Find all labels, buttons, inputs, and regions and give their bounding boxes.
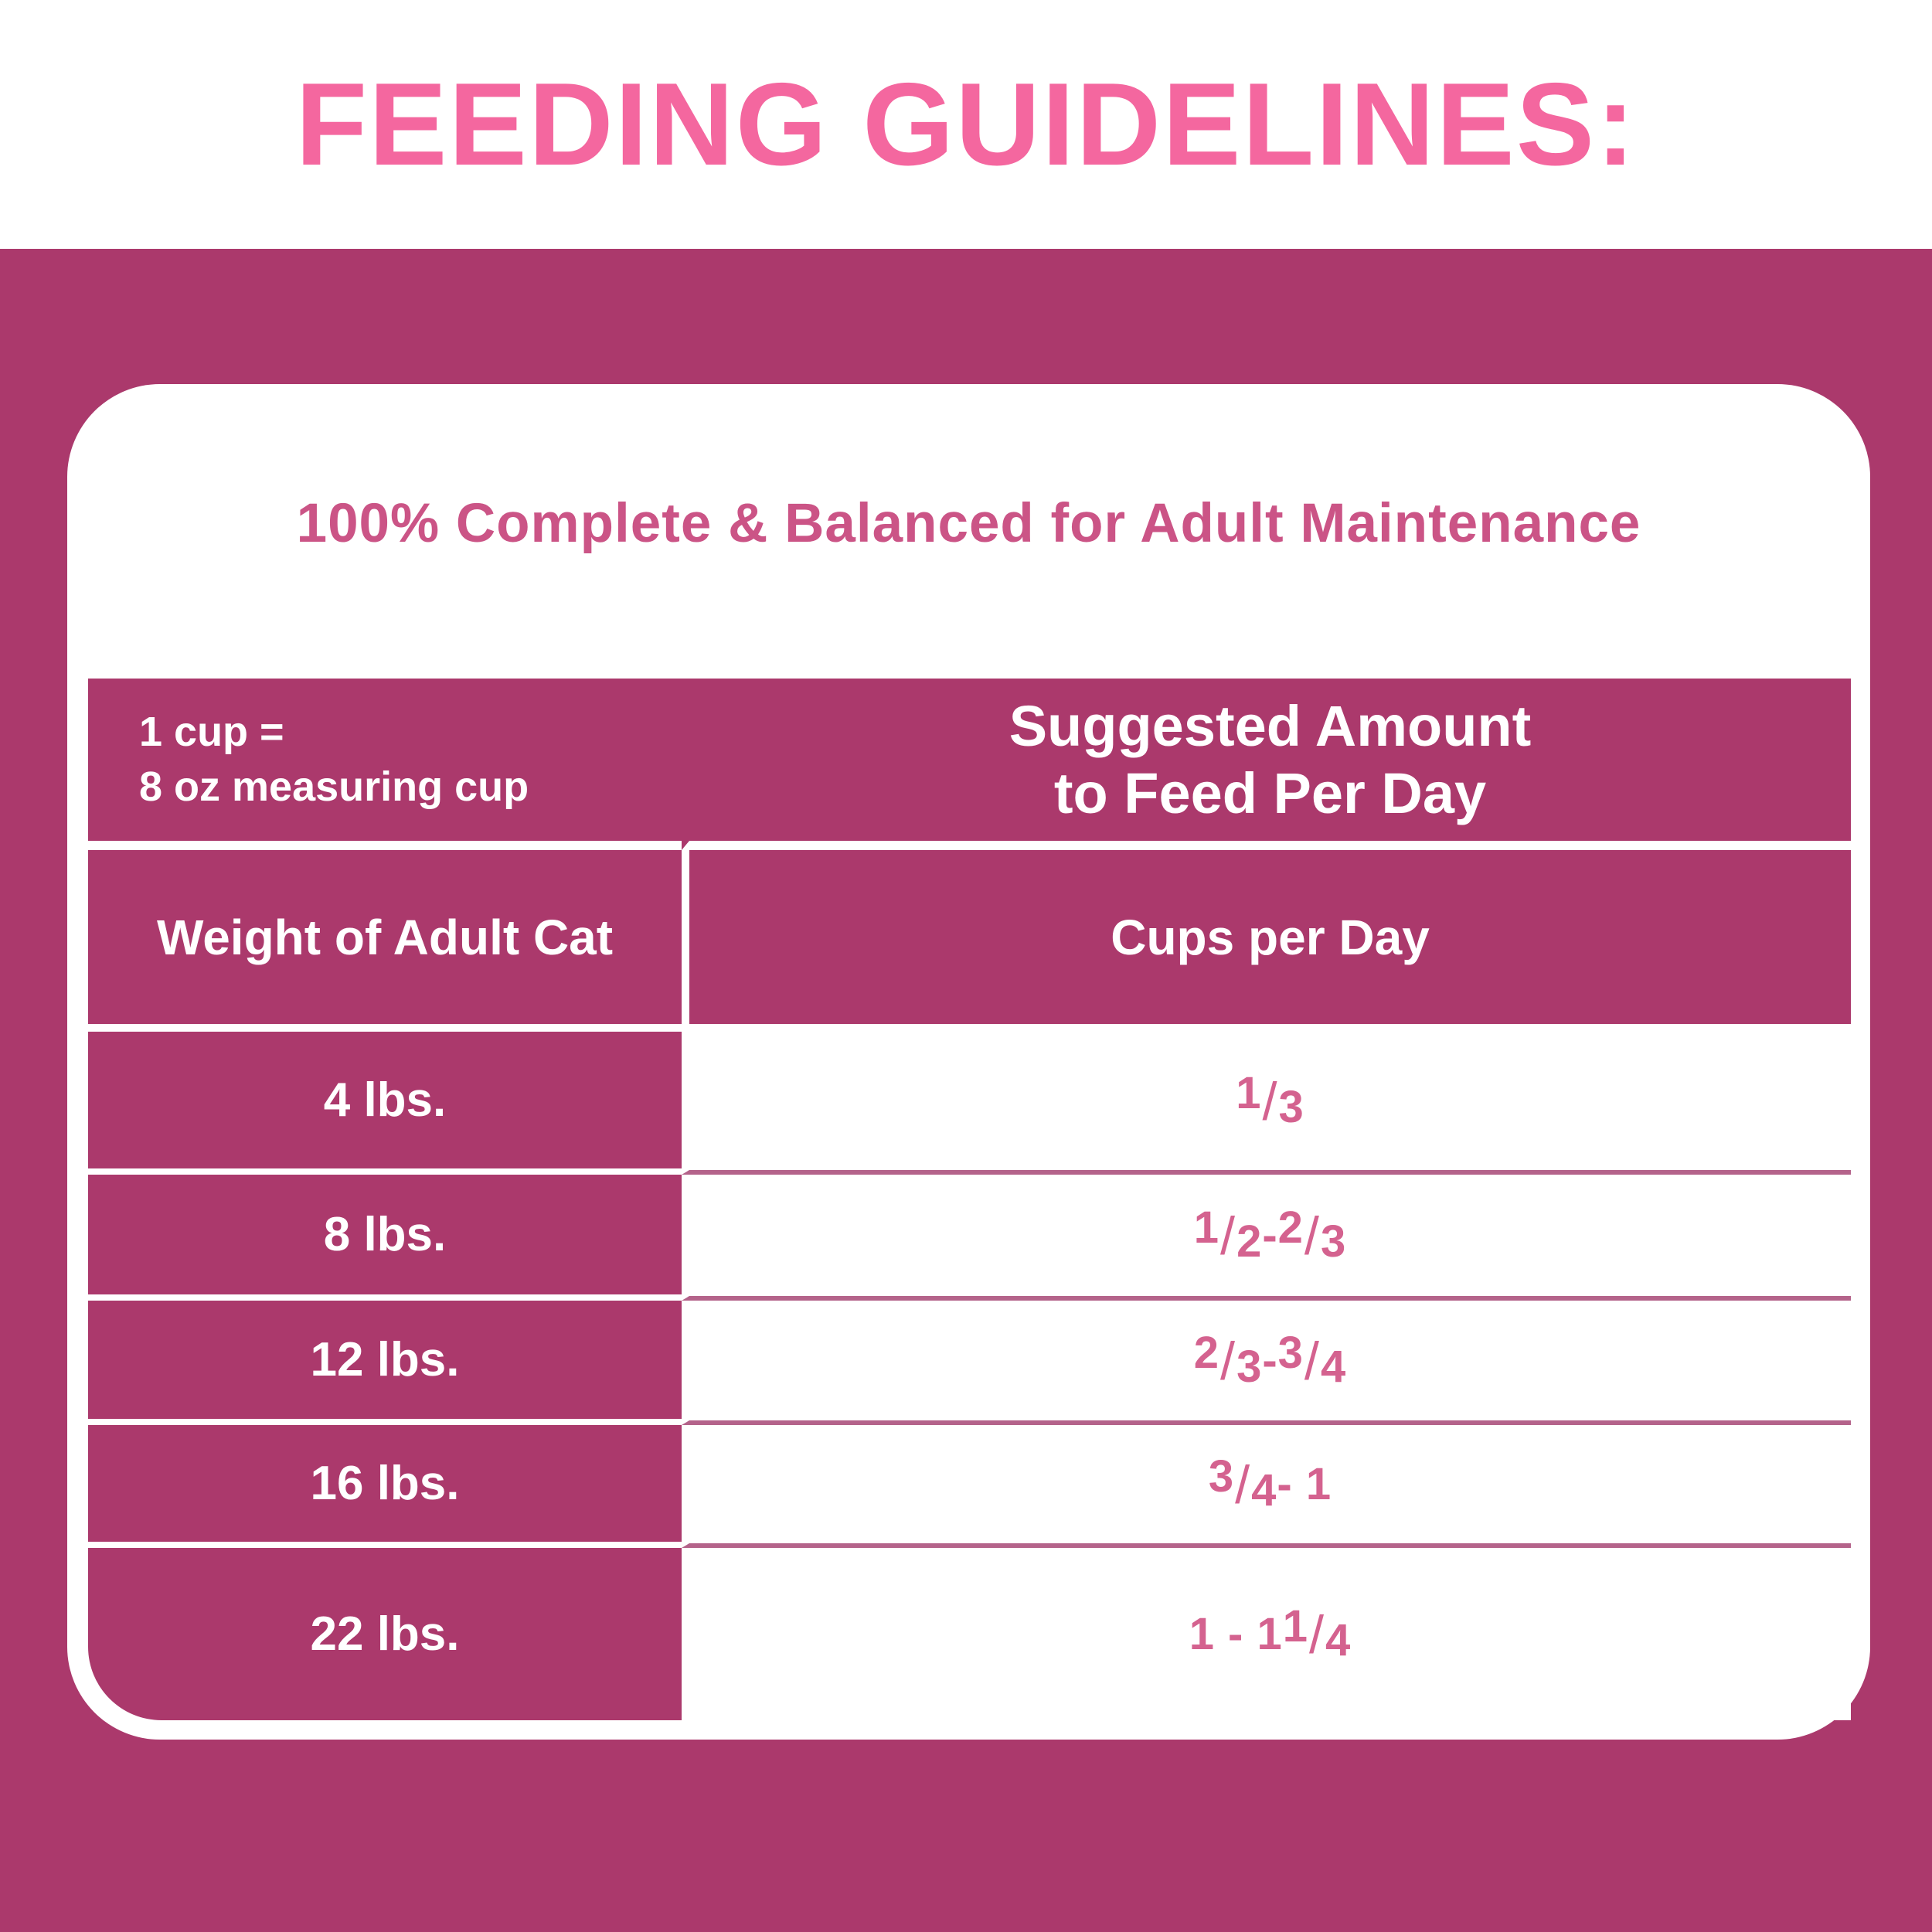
cup-note-line2: 8 oz measuring cup — [139, 764, 529, 810]
weight-cell: 22 lbs. — [88, 1548, 682, 1720]
cups-cell: 3/4 - 1 — [682, 1425, 1851, 1548]
guidelines-card: 100% Complete & Balanced for Adult Maint… — [67, 384, 1870, 1740]
table-header-row: 1 cup = 8 oz measuring cup Suggested Amo… — [88, 679, 1851, 850]
top-band: FEEDING GUIDELINES: — [0, 0, 1932, 249]
table-row: 12 lbs. 2/3 - 3/4 — [88, 1301, 1851, 1425]
cups-column-header: Cups per Day — [682, 850, 1851, 1032]
cup-note-line1: 1 cup = — [139, 708, 284, 755]
cups-cell: 1/2 - 2/3 — [682, 1175, 1851, 1301]
cups-cell: 1/3 — [682, 1032, 1851, 1175]
weight-column-header: Weight of Adult Cat — [88, 850, 682, 1032]
cups-cell: 2/3 - 3/4 — [682, 1301, 1851, 1425]
table-subheader-row: Weight of Adult Cat Cups per Day — [88, 850, 1851, 1032]
weight-cell: 4 lbs. — [88, 1032, 682, 1175]
weight-cell: 12 lbs. — [88, 1301, 682, 1425]
table-row: 4 lbs. 1/3 — [88, 1032, 1851, 1175]
card-heading: 100% Complete & Balanced for Adult Maint… — [296, 493, 1641, 554]
table-row: 22 lbs. 1 - 1 1/4 — [88, 1548, 1851, 1720]
cup-note-cell: 1 cup = 8 oz measuring cup — [88, 679, 682, 850]
weight-cell: 8 lbs. — [88, 1175, 682, 1301]
magenta-background: 100% Complete & Balanced for Adult Maint… — [0, 249, 1932, 1932]
table-row: 16 lbs. 3/4 - 1 — [88, 1425, 1851, 1548]
table-row: 8 lbs. 1/2 - 2/3 — [88, 1175, 1851, 1301]
cups-cell: 1 - 1 1/4 — [682, 1548, 1851, 1720]
suggested-amount-cell: Suggested Amount to Feed Per Day — [682, 679, 1851, 850]
feeding-table: 1 cup = 8 oz measuring cup Suggested Amo… — [88, 679, 1851, 1720]
page-title: FEEDING GUIDELINES: — [295, 58, 1637, 190]
suggested-amount-line2: to Feed Per Day — [1053, 761, 1487, 825]
weight-cell: 16 lbs. — [88, 1425, 682, 1548]
suggested-amount-line1: Suggested Amount — [1009, 693, 1532, 758]
